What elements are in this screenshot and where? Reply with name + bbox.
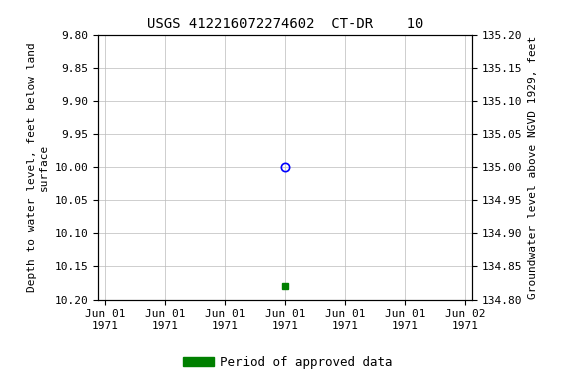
Legend: Period of approved data: Period of approved data xyxy=(178,351,398,374)
Y-axis label: Groundwater level above NGVD 1929, feet: Groundwater level above NGVD 1929, feet xyxy=(528,35,538,299)
Y-axis label: Depth to water level, feet below land
surface: Depth to water level, feet below land su… xyxy=(27,42,49,292)
Title: USGS 412216072274602  CT-DR    10: USGS 412216072274602 CT-DR 10 xyxy=(147,17,423,31)
